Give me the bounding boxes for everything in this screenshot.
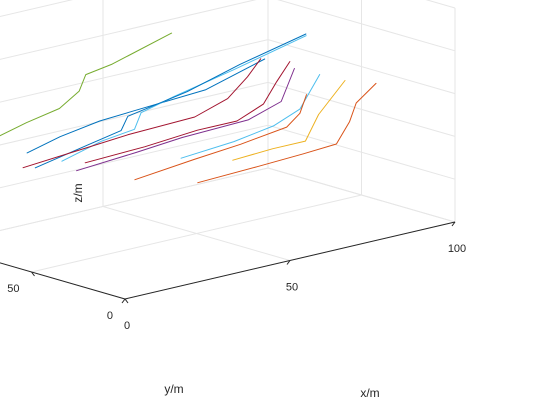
grid-line-back-z	[0, 0, 257, 60]
grid-line-side-z	[267, 167, 456, 223]
grid-line-side-z	[267, 81, 456, 137]
grid-line-floor-y	[0, 167, 269, 232]
series-line-8	[232, 80, 346, 161]
grid-line-side-z	[277, 0, 456, 52]
x-tick-label: 50	[286, 282, 298, 294]
series-line-2	[26, 58, 266, 154]
x-tick-mark	[121, 298, 126, 304]
x-tick-mark	[286, 260, 291, 265]
grid-line-side-z	[267, 124, 456, 180]
y-axis-label: y/m	[164, 382, 183, 396]
y-tick-mark	[31, 271, 35, 277]
series-line-4	[34, 33, 307, 169]
grid-line-back-z	[0, 167, 269, 232]
series-line-6	[84, 61, 291, 164]
x-tick-mark	[451, 221, 456, 227]
grid-line-back-z	[0, 81, 269, 146]
series-line-10	[134, 94, 307, 181]
z-axis-label: z/m	[71, 183, 85, 202]
grid-line-back-z	[0, 0, 74, 18]
label-layer: 050100050100020406080100x/my/mz/m	[7, 183, 466, 400]
series-line-3	[61, 35, 307, 162]
grid-line-side-z	[267, 39, 456, 95]
y-tick-mark	[124, 298, 129, 304]
x-axis-label: x/m	[360, 386, 379, 400]
x-tick-label: 0	[124, 320, 130, 332]
series-line-9	[197, 82, 377, 184]
series-line-1	[0, 32, 173, 137]
y-tick-label: 0	[107, 310, 113, 322]
series-layer	[0, 32, 377, 184]
axes-layer	[0, 221, 456, 304]
grid-layer	[0, 0, 456, 300]
series-line-11	[22, 58, 262, 169]
y-tick-label: 50	[7, 283, 19, 295]
grid-line-back-z	[0, 39, 269, 103]
series-line-7	[180, 74, 321, 159]
grid-line-floor-y	[31, 194, 362, 273]
series-line-5	[76, 68, 295, 172]
x-tick-label: 100	[448, 243, 466, 255]
grid-line-back-z	[0, 124, 269, 189]
